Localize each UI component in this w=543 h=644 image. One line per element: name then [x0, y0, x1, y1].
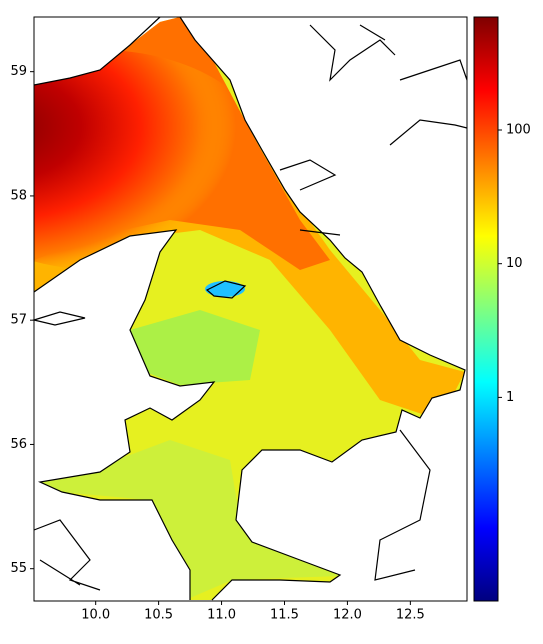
- x-tick-label: 12.5: [396, 608, 425, 623]
- x-tick-label: 12.0: [333, 608, 362, 623]
- coastline: [31, 16, 468, 601]
- y-tick-label: 57: [10, 313, 27, 328]
- colorbar: [473, 16, 499, 602]
- colorbar-tick-label: 1: [506, 390, 514, 405]
- y-tick-label: 55: [10, 561, 27, 576]
- y-tick-label: 59: [10, 64, 27, 79]
- x-tick-label: 10.0: [81, 608, 110, 623]
- colorbar-tick-label: 100: [506, 122, 531, 137]
- x-tick-label: 11.0: [207, 608, 236, 623]
- x-tick-label: 10.5: [144, 608, 173, 623]
- concentration-field: [34, 17, 465, 600]
- y-tick-label: 56: [10, 437, 27, 452]
- map-frame: [33, 16, 468, 602]
- y-tick-label: 58: [10, 188, 27, 203]
- x-tick-label: 11.5: [270, 608, 299, 623]
- colorbar-tick-label: 10: [506, 256, 523, 271]
